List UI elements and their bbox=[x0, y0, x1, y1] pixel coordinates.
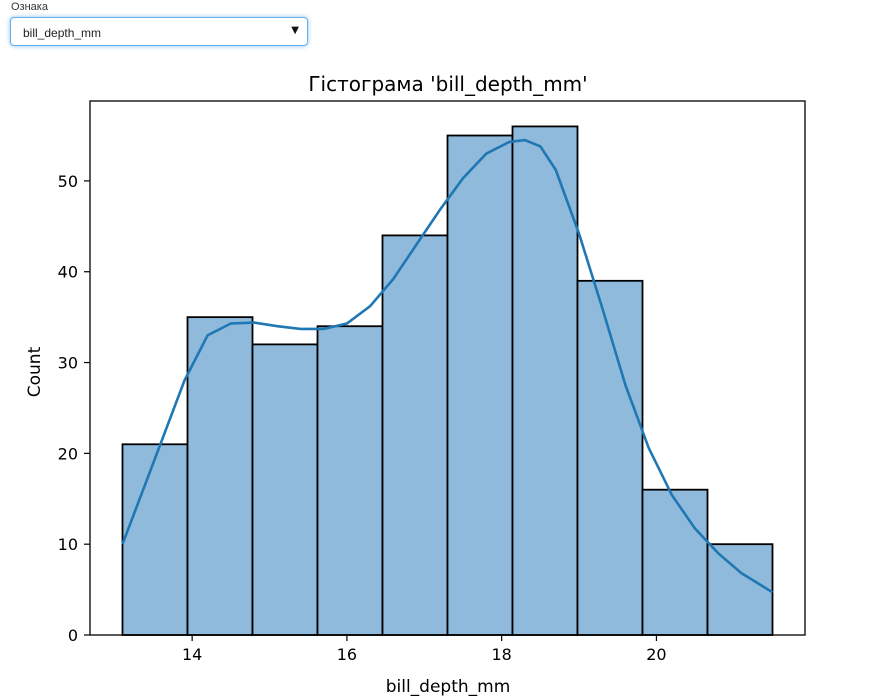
y-tick-label: 20 bbox=[58, 444, 78, 463]
histogram-bar bbox=[511, 125, 579, 636]
chart-title: Гістограма 'bill_depth_mm' bbox=[308, 72, 587, 96]
x-tick-label: 16 bbox=[337, 645, 357, 664]
histogram-bar bbox=[381, 234, 449, 636]
x-tick-label: 14 bbox=[182, 645, 202, 664]
histogram-bar bbox=[316, 325, 384, 636]
x-axis-label: bill_depth_mm bbox=[386, 677, 511, 697]
histogram-bar bbox=[641, 488, 709, 636]
y-tick-label: 50 bbox=[58, 172, 78, 191]
histogram-bar bbox=[576, 279, 644, 636]
feature-select[interactable]: bill_depth_mm ▼ bbox=[10, 17, 308, 46]
y-tick-label: 0 bbox=[68, 626, 78, 645]
histogram-bar bbox=[446, 134, 514, 636]
x-tick-label: 20 bbox=[646, 645, 666, 664]
x-tick-label: 18 bbox=[491, 645, 511, 664]
y-axis-label: Count bbox=[25, 346, 45, 397]
histogram-bar bbox=[251, 343, 319, 636]
histogram-bar bbox=[706, 543, 774, 636]
y-tick-label: 40 bbox=[58, 263, 78, 282]
histogram-chart: Гістограма 'bill_depth_mm' 14 16 18 20 0 10 2… bbox=[25, 72, 806, 697]
histogram-bar bbox=[186, 316, 254, 636]
plot-frame bbox=[89, 100, 806, 636]
histogram-bar bbox=[121, 443, 189, 636]
feature-select-label: Ознака bbox=[11, 1, 48, 13]
bars-group bbox=[121, 125, 774, 636]
y-tick-label: 30 bbox=[58, 354, 78, 373]
kde-curve bbox=[121, 138, 774, 594]
chevron-down-icon: ▼ bbox=[291, 25, 299, 36]
y-axis-ticks: 0 10 20 30 40 50 bbox=[58, 172, 90, 645]
y-tick-label: 10 bbox=[58, 535, 78, 554]
x-axis-ticks: 14 16 18 20 bbox=[182, 635, 667, 664]
feature-select-value: bill_depth_mm bbox=[23, 26, 102, 40]
